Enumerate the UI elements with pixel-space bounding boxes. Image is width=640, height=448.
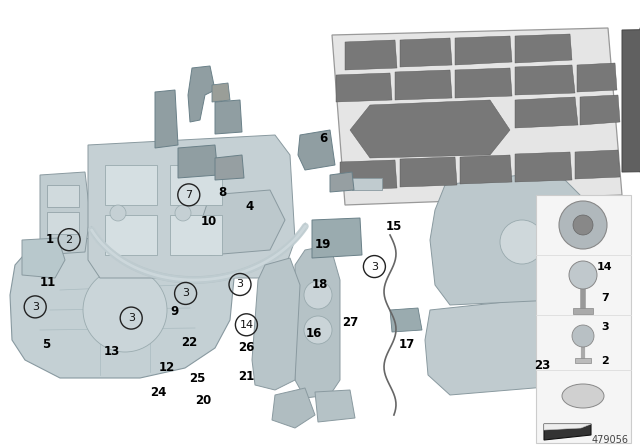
Polygon shape <box>340 160 397 190</box>
Text: 3: 3 <box>32 302 38 312</box>
Text: 15: 15 <box>385 220 402 233</box>
Polygon shape <box>252 258 300 390</box>
Text: 479056: 479056 <box>591 435 628 445</box>
Text: 10: 10 <box>201 215 218 228</box>
Polygon shape <box>577 63 617 92</box>
Polygon shape <box>272 388 315 428</box>
Circle shape <box>572 325 594 347</box>
Circle shape <box>573 215 593 235</box>
Polygon shape <box>295 245 340 398</box>
Text: 7: 7 <box>601 293 609 303</box>
Polygon shape <box>455 68 512 98</box>
Polygon shape <box>430 175 595 305</box>
Circle shape <box>83 268 167 352</box>
Text: 21: 21 <box>238 370 255 383</box>
Text: 3: 3 <box>237 280 243 289</box>
Bar <box>536 195 631 443</box>
Text: 3: 3 <box>182 289 189 298</box>
Text: 22: 22 <box>180 336 197 349</box>
Text: 6: 6 <box>319 132 327 146</box>
Circle shape <box>175 205 191 221</box>
Polygon shape <box>580 95 620 125</box>
Bar <box>575 358 591 363</box>
Polygon shape <box>298 130 335 170</box>
Text: 11: 11 <box>40 276 56 289</box>
Text: 5: 5 <box>42 338 50 352</box>
Text: 17: 17 <box>398 338 415 352</box>
Text: 7: 7 <box>185 190 193 200</box>
Polygon shape <box>460 155 512 184</box>
Polygon shape <box>22 238 65 278</box>
Polygon shape <box>215 155 244 180</box>
Polygon shape <box>155 90 178 148</box>
Polygon shape <box>515 65 575 95</box>
Polygon shape <box>515 97 578 128</box>
Text: 1: 1 <box>45 233 53 246</box>
Polygon shape <box>332 28 622 205</box>
Text: 19: 19 <box>315 237 332 251</box>
Text: 12: 12 <box>158 361 175 374</box>
Circle shape <box>559 201 607 249</box>
Polygon shape <box>215 100 242 134</box>
Circle shape <box>569 261 597 289</box>
Text: 26: 26 <box>238 340 255 354</box>
Text: 24: 24 <box>150 385 166 399</box>
Circle shape <box>304 316 332 344</box>
Bar <box>47 212 79 234</box>
Polygon shape <box>455 36 512 65</box>
Polygon shape <box>88 135 295 278</box>
Text: 2: 2 <box>601 356 609 366</box>
Polygon shape <box>336 73 392 102</box>
Ellipse shape <box>562 384 604 408</box>
Bar <box>352 178 382 190</box>
Circle shape <box>500 220 544 264</box>
Circle shape <box>110 205 126 221</box>
Polygon shape <box>575 150 620 179</box>
Polygon shape <box>544 424 591 440</box>
Text: 16: 16 <box>305 327 322 340</box>
Text: 3: 3 <box>128 313 134 323</box>
Text: 13: 13 <box>104 345 120 358</box>
Polygon shape <box>390 308 422 332</box>
Text: 20: 20 <box>195 394 211 408</box>
Polygon shape <box>622 28 640 172</box>
Polygon shape <box>312 218 362 258</box>
Polygon shape <box>425 295 578 395</box>
Bar <box>105 165 157 205</box>
Polygon shape <box>10 238 235 378</box>
Polygon shape <box>188 66 215 122</box>
Text: 23: 23 <box>534 358 551 372</box>
Bar <box>170 215 222 255</box>
Text: 27: 27 <box>342 316 359 329</box>
Circle shape <box>304 281 332 309</box>
Text: 14: 14 <box>239 320 253 330</box>
Bar <box>170 165 222 205</box>
Polygon shape <box>178 145 218 178</box>
Polygon shape <box>345 40 397 70</box>
Polygon shape <box>400 157 457 187</box>
Polygon shape <box>515 152 572 182</box>
Polygon shape <box>212 83 230 102</box>
Polygon shape <box>315 390 355 422</box>
Polygon shape <box>40 172 90 255</box>
Polygon shape <box>200 190 285 255</box>
Text: 3: 3 <box>601 322 609 332</box>
Text: 9: 9 <box>170 305 178 318</box>
Polygon shape <box>330 172 354 192</box>
Text: 2: 2 <box>65 235 73 245</box>
Text: 14: 14 <box>597 262 613 271</box>
Text: 4: 4 <box>246 199 253 213</box>
Text: 3: 3 <box>371 262 378 271</box>
Bar <box>47 185 79 207</box>
Polygon shape <box>400 38 452 67</box>
Text: 25: 25 <box>189 372 205 385</box>
Bar <box>573 308 593 314</box>
Text: 18: 18 <box>312 278 328 291</box>
Bar <box>105 215 157 255</box>
Polygon shape <box>395 70 452 100</box>
Text: 8: 8 <box>219 186 227 199</box>
Polygon shape <box>515 34 572 63</box>
Polygon shape <box>544 424 591 430</box>
Polygon shape <box>350 100 510 158</box>
